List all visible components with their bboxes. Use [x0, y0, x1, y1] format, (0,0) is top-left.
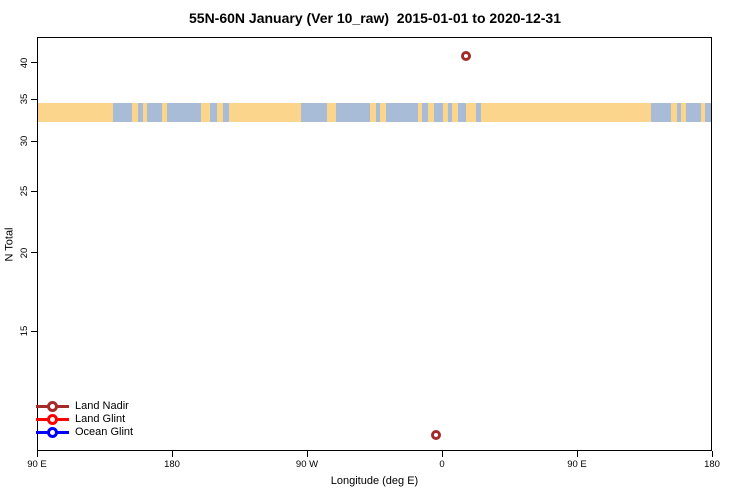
y-tick-label: 15: [19, 326, 30, 337]
x-tick-label: 90 W: [295, 459, 319, 470]
x-tick-mark: [36, 451, 38, 457]
map-band-segment-land: [417, 103, 423, 122]
map-band-segment-ocean: [458, 103, 467, 122]
y-tick-mark: [31, 330, 37, 332]
map-band-segment-ocean: [676, 103, 682, 122]
map-band-segment-ocean: [209, 103, 218, 122]
y-tick-label: 30: [19, 136, 30, 147]
y-tick-mark: [31, 140, 37, 142]
map-band-segment-land: [670, 103, 678, 122]
plot-area: [37, 37, 712, 451]
map-band-segment-ocean: [301, 103, 328, 122]
map-band-segment-ocean: [375, 103, 381, 122]
map-band-segment-ocean: [685, 103, 702, 122]
data-point-land-nadir: [461, 50, 471, 61]
y-tick-label: 35: [19, 93, 30, 105]
legend-label: Land Nadir: [75, 400, 129, 412]
map-band-segment-land: [380, 103, 387, 122]
y-tick-label: 25: [19, 186, 30, 197]
map-band-segment-ocean: [147, 103, 163, 122]
data-point-land-nadir: [431, 429, 441, 440]
x-axis-title: Longitude (deg E): [330, 475, 419, 487]
map-band-segment-ocean: [447, 103, 453, 122]
legend-marker-icon: [47, 427, 58, 438]
y-tick-mark: [31, 98, 37, 100]
y-tick-mark: [31, 190, 37, 192]
map-band-segment-land: [132, 103, 139, 122]
x-tick-label: 0: [439, 459, 445, 470]
x-tick-mark: [306, 451, 308, 457]
y-tick-mark: [31, 252, 37, 254]
map-band-segment-ocean: [705, 103, 711, 122]
x-tick-label: 180: [164, 459, 180, 470]
map-band-segment-land: [217, 103, 224, 122]
y-axis-title: N Total: [3, 227, 16, 262]
legend-label: Ocean Glint: [75, 426, 134, 438]
x-tick-label: 90 E: [567, 459, 587, 470]
map-band-segment-land: [229, 103, 302, 122]
map-band-segment-ocean: [223, 103, 230, 122]
y-tick-label: 40: [19, 57, 30, 68]
x-tick-label: 180: [704, 459, 720, 470]
map-band-segment-land: [38, 103, 114, 122]
x-tick-mark: [441, 451, 443, 457]
map-band-segment-ocean: [112, 103, 133, 122]
map-band-segment-land: [480, 103, 652, 122]
map-band-segment-ocean: [476, 103, 482, 122]
map-band-segment-land: [142, 103, 148, 122]
map-band-segment-ocean: [335, 103, 371, 122]
legend-marker-icon: [47, 414, 58, 425]
map-band-segment-ocean: [422, 103, 429, 122]
map-band-segment-ocean: [434, 103, 444, 122]
y-tick-label: 20: [19, 247, 30, 258]
chart-title: 55N-60N January (Ver 10_raw) 2015-01-01 …: [189, 10, 561, 26]
legend-label: Land Glint: [75, 413, 126, 425]
x-tick-mark: [171, 451, 173, 457]
x-tick-mark: [711, 451, 713, 457]
map-band-segment-land: [681, 103, 687, 122]
legend-marker-icon: [47, 401, 58, 412]
map-band-segment-ocean: [138, 103, 144, 122]
x-tick-mark: [576, 451, 578, 457]
map-band-segment-land: [201, 103, 211, 122]
map-band-segment-land: [370, 103, 377, 122]
map-band-segment-land: [465, 103, 477, 122]
map-band-segment-land: [700, 103, 706, 122]
map-band-segment-land: [162, 103, 168, 122]
map-band-segment-ocean: [651, 103, 672, 122]
map-band-segment-ocean: [386, 103, 419, 122]
map-band-segment-land: [443, 103, 449, 122]
x-tick-label: 90 E: [27, 459, 47, 470]
map-band-segment-ocean: [166, 103, 202, 122]
map-band-segment-land: [452, 103, 459, 122]
map-band: [38, 103, 711, 122]
y-tick-mark: [31, 62, 37, 63]
map-band-segment-land: [428, 103, 435, 122]
map-band-segment-land: [326, 103, 337, 122]
